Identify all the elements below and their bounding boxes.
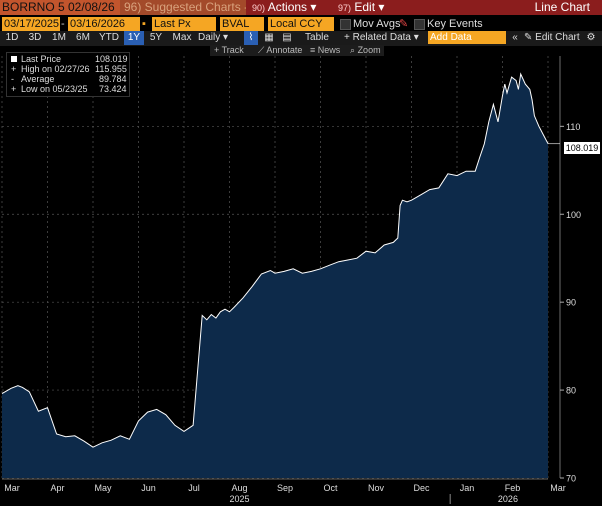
period-ytd[interactable]: YTD (99, 32, 119, 43)
y-tick-label: 110 (566, 122, 580, 132)
related-data-label: Related Data (352, 32, 411, 43)
ticker-field[interactable]: BORRNO 5 02/08/26 (0, 0, 120, 15)
related-data-menu[interactable]: + Related Data ▾ (344, 31, 424, 45)
chart-type-title: Line Chart (402, 0, 602, 15)
news-tool[interactable]: ≡ News (310, 45, 340, 56)
collapse-icon[interactable]: « (512, 32, 518, 43)
line-chart-icon[interactable]: ⌇ (244, 31, 258, 45)
period-3d[interactable]: 3D (28, 32, 42, 43)
legend-low-value: 73.424 (99, 84, 127, 94)
period-6m[interactable]: 6M (76, 32, 90, 43)
x-tick-label: Dec (413, 483, 430, 493)
high-marker-icon: + (11, 64, 17, 74)
layout-icon[interactable]: ▤ (282, 32, 292, 43)
chart-legend: Last Price 108.019 + High on 02/27/26 11… (6, 52, 130, 97)
chevron-down-icon: ▾ (310, 0, 317, 14)
x-tick-label: Apr (50, 483, 64, 493)
chevron-down-icon: ▾ (378, 0, 385, 14)
series-line (1, 72, 549, 448)
edit-chart-label: Edit Chart (535, 32, 580, 43)
x-tick-label: Feb (505, 483, 521, 493)
x-year-label: 2025 (229, 494, 249, 504)
legend-high-value: 115.955 (95, 64, 127, 74)
news-icon: ≡ (310, 45, 316, 55)
end-date-input[interactable]: 03/16/2026 (68, 17, 140, 31)
x-tick-label: Nov (368, 483, 385, 493)
annotate-tool[interactable]: ⟋ Annotate (258, 45, 302, 56)
plus-icon: + (344, 32, 350, 43)
last-price-swatch (11, 56, 17, 62)
y-tick-label: 90 (566, 298, 576, 308)
table-button[interactable]: Table (305, 32, 329, 43)
x-tick-label: Oct (323, 483, 338, 493)
chart-tools-bar (210, 45, 384, 56)
frequency-label: Daily (198, 32, 221, 43)
track-label: Track (221, 45, 244, 55)
legend-high-label: High on 02/27/26 (21, 64, 90, 74)
key-events-checkbox[interactable] (414, 19, 425, 30)
x-tick-label: Mar (550, 483, 566, 493)
edit-chart-button[interactable]: ✎ Edit Chart (524, 31, 580, 45)
mov-avgs-checkbox[interactable] (340, 19, 351, 30)
last-price-tag: 108.019 (564, 142, 600, 154)
x-year-label: 2026 (498, 494, 518, 504)
chevron-down-icon: ▾ (413, 32, 419, 43)
currency-select[interactable]: Local CCY (268, 17, 334, 31)
frequency-select[interactable]: Daily ▾ (198, 31, 238, 45)
x-tick-label: May (94, 483, 112, 493)
annotate-label: Annotate (266, 45, 303, 55)
period-1m[interactable]: 1M (52, 32, 66, 43)
edit-number: 97) (338, 3, 352, 13)
y-tick-label: 80 (566, 386, 576, 396)
actions-label: Actions (267, 0, 308, 14)
field-select[interactable]: Last Px (152, 17, 216, 31)
suggested-charts-menu[interactable]: 96) Suggested Charts - (120, 0, 246, 15)
start-date-input[interactable]: 03/17/2025 (2, 17, 60, 31)
x-tick-label: Jan (460, 483, 475, 493)
y-tick-label: 100 (566, 210, 581, 220)
series-area (2, 74, 548, 478)
zoom-icon: ⌕ (350, 45, 356, 55)
mov-avgs-label: Mov Avgs (353, 18, 401, 30)
crosshair-icon: + (214, 45, 220, 55)
legend-last-label: Last Price (21, 54, 62, 64)
period-1y[interactable]: 1Y (124, 31, 144, 45)
pencil-icon: ✎ (524, 32, 533, 43)
y-tick-label: 70 (566, 474, 576, 484)
news-label: News (317, 45, 341, 55)
calendar-icon[interactable]: ▪ (142, 18, 146, 30)
date-separator: - (61, 18, 65, 30)
actions-menu[interactable]: 90) Actions ▾ (246, 0, 342, 15)
source-select[interactable]: BVAL (220, 17, 264, 31)
actions-number: 90) (252, 3, 266, 13)
chevron-down-icon: ▾ (223, 32, 229, 43)
average-marker-icon: - (11, 74, 14, 84)
period-max[interactable]: Max (172, 32, 192, 43)
legend-avg-value: 89.784 (99, 74, 127, 84)
add-data-input[interactable]: Add Data (428, 31, 506, 44)
legend-low-label: Low on 05/23/25 (21, 84, 88, 94)
x-tick-label: Jul (188, 483, 200, 493)
legend-last-value: 108.019 (95, 54, 128, 64)
chart-style-icon[interactable]: ▦ (264, 32, 274, 43)
gear-icon[interactable]: ⚙ (586, 32, 596, 43)
period-1d[interactable]: 1D (5, 32, 19, 43)
zoom-tool[interactable]: ⌕ Zoom (350, 45, 381, 56)
track-tool[interactable]: + Track (214, 45, 244, 56)
x-tick-label: Sep (277, 483, 293, 493)
pencil-icon[interactable]: ✎ (399, 18, 409, 30)
legend-avg-label: Average (21, 74, 55, 84)
edit-label: Edit (354, 0, 376, 14)
x-tick-label: Mar (4, 483, 20, 493)
x-tick-label: Aug (231, 483, 247, 493)
line-icon: ⟋ (258, 45, 265, 55)
x-tick-label: Jun (141, 483, 156, 493)
low-marker-icon: + (11, 84, 17, 94)
key-events-label: Key Events (427, 18, 483, 30)
zoom-label: Zoom (357, 45, 381, 55)
edit-menu[interactable]: 97) Edit ▾ (332, 0, 406, 15)
period-5y[interactable]: 5Y (149, 32, 163, 43)
